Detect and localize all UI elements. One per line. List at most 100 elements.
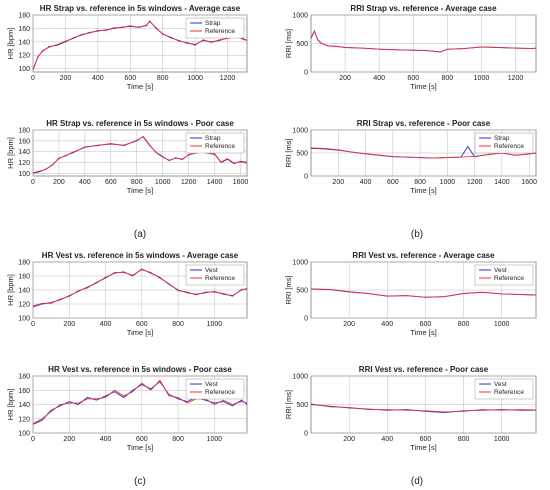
legend-label: Reference — [494, 143, 524, 150]
x-tick-label: 200 — [343, 436, 355, 443]
y-tick-label: 140 — [18, 402, 30, 409]
x-tick-label: 1200 — [508, 75, 524, 82]
caption-c: (c) — [134, 476, 146, 487]
x-tick-label: 200 — [53, 179, 65, 186]
chart-panel-6: 200 400 600 800 1000 0 500 1000 RRI Vest vs. ref… — [284, 251, 537, 337]
chart-panel-5: 0 200 400 600 800 1000 100 120 140 160 180 HR Vest … — [6, 251, 248, 337]
y-tick-label: 120 — [18, 53, 30, 60]
x-axis-label: Time [s] — [410, 443, 436, 452]
x-tick-label: 600 — [420, 321, 432, 328]
y-tick-label: 120 — [18, 416, 30, 423]
y-tick-label: 500 — [296, 288, 308, 295]
x-tick-label: 400 — [92, 75, 104, 82]
y-axis-label: HR [bpm] — [6, 28, 15, 60]
series-line-reference — [32, 21, 247, 70]
y-tick-label: 180 — [18, 13, 30, 20]
x-tick-label: 800 — [131, 179, 143, 186]
x-tick-label: 200 — [63, 321, 75, 328]
x-tick-label: 200 — [63, 436, 75, 443]
x-tick-label: 1600 — [521, 179, 537, 186]
y-tick-label: 0 — [304, 431, 308, 438]
y-tick-label: 0 — [304, 316, 308, 323]
x-tick-label: 200 — [343, 321, 355, 328]
y-tick-label: 160 — [18, 26, 30, 33]
x-tick-label: 400 — [360, 179, 372, 186]
x-tick-label: 1000 — [187, 75, 203, 82]
series-line-vest — [310, 404, 536, 413]
y-tick-label: 180 — [18, 128, 30, 135]
x-axis-label: Time [s] — [127, 328, 153, 337]
x-tick-label: 600 — [136, 436, 148, 443]
x-tick-label: 1400 — [207, 179, 223, 186]
y-tick-label: 1000 — [292, 260, 308, 267]
y-tick-label: 100 — [18, 431, 30, 438]
legend-label: Strap — [205, 135, 221, 142]
legend-label: Vest — [205, 267, 218, 274]
x-tick-label: 800 — [458, 321, 470, 328]
legend-label: Reference — [205, 143, 235, 150]
x-tick-label: 400 — [373, 75, 385, 82]
series-line-reference — [310, 30, 537, 53]
x-tick-label: 0 — [31, 321, 35, 328]
x-tick-label: 0 — [31, 436, 35, 443]
chart-title: HR Strap vs. reference in 5s windows - A… — [40, 4, 241, 13]
x-tick-label: 1000 — [207, 321, 223, 328]
x-tick-label: 1200 — [220, 75, 236, 82]
chart-panel-3: 0 200 400 600 800 1000 1200 1400 1600 100 120 140 16… — [6, 119, 248, 195]
x-tick-label: 800 — [172, 321, 184, 328]
x-tick-label: 1600 — [233, 179, 249, 186]
y-tick-label: 1000 — [292, 13, 308, 20]
y-tick-label: 140 — [18, 39, 30, 46]
y-axis-label: HR [bpm] — [6, 137, 15, 169]
chart-panel-1: 0 200 400 600 800 1000 1200 100 120 140 160 180 HR S… — [6, 4, 248, 91]
x-tick-label: 0 — [31, 179, 35, 186]
y-tick-label: 140 — [18, 288, 30, 295]
y-tick-label: 160 — [18, 388, 30, 395]
y-tick-label: 500 — [296, 402, 308, 409]
y-tick-label: 120 — [18, 302, 30, 309]
y-axis-label: RRI [ms] — [284, 138, 293, 167]
x-tick-label: 400 — [100, 436, 112, 443]
y-tick-label: 140 — [18, 149, 30, 156]
chart-title: RRI Strap vs. reference - Average case — [350, 4, 497, 13]
series-line-reference — [310, 288, 537, 298]
x-tick-label: 400 — [100, 321, 112, 328]
x-tick-label: 600 — [420, 436, 432, 443]
series-line-vest — [32, 268, 248, 308]
x-tick-label: 600 — [387, 179, 399, 186]
x-tick-label: 600 — [105, 179, 117, 186]
y-tick-label: 500 — [296, 151, 308, 158]
y-axis-label: RRI [ms] — [284, 390, 293, 419]
x-tick-label: 1000 — [440, 179, 456, 186]
legend-label: Reference — [205, 28, 235, 35]
x-axis-label: Time [s] — [127, 186, 153, 195]
legend-label: Reference — [205, 275, 235, 282]
y-axis-label: HR [bpm] — [6, 389, 15, 421]
x-tick-label: 800 — [172, 436, 184, 443]
chart-panel-8: 200 400 600 800 1000 0 500 1000 RRI Vest vs. ref… — [284, 365, 537, 452]
x-axis-label: Time [s] — [410, 328, 436, 337]
chart-title: RRI Vest vs. reference - Average case — [352, 251, 495, 260]
x-tick-label: 1000 — [474, 75, 490, 82]
x-tick-label: 1000 — [207, 436, 223, 443]
legend-label: Vest — [494, 267, 507, 274]
x-tick-label: 400 — [79, 179, 91, 186]
legend-label: Vest — [205, 381, 218, 388]
y-tick-label: 500 — [296, 41, 308, 48]
legend-label: Reference — [494, 275, 524, 282]
x-tick-label: 200 — [60, 75, 72, 82]
x-axis-label: Time [s] — [127, 443, 153, 452]
x-tick-label: 200 — [339, 75, 351, 82]
chart-panel-2: 200 400 600 800 1000 1200 0 500 1000 RRI Strap vs… — [284, 4, 537, 91]
chart-panel-7: 0 200 400 600 800 1000 100 120 140 160 180 HR Vest … — [6, 365, 248, 452]
y-axis-label: RRI [ms] — [284, 29, 293, 58]
series-line-reference — [32, 136, 248, 174]
y-tick-label: 160 — [18, 274, 30, 281]
x-tick-label: 1000 — [155, 179, 171, 186]
